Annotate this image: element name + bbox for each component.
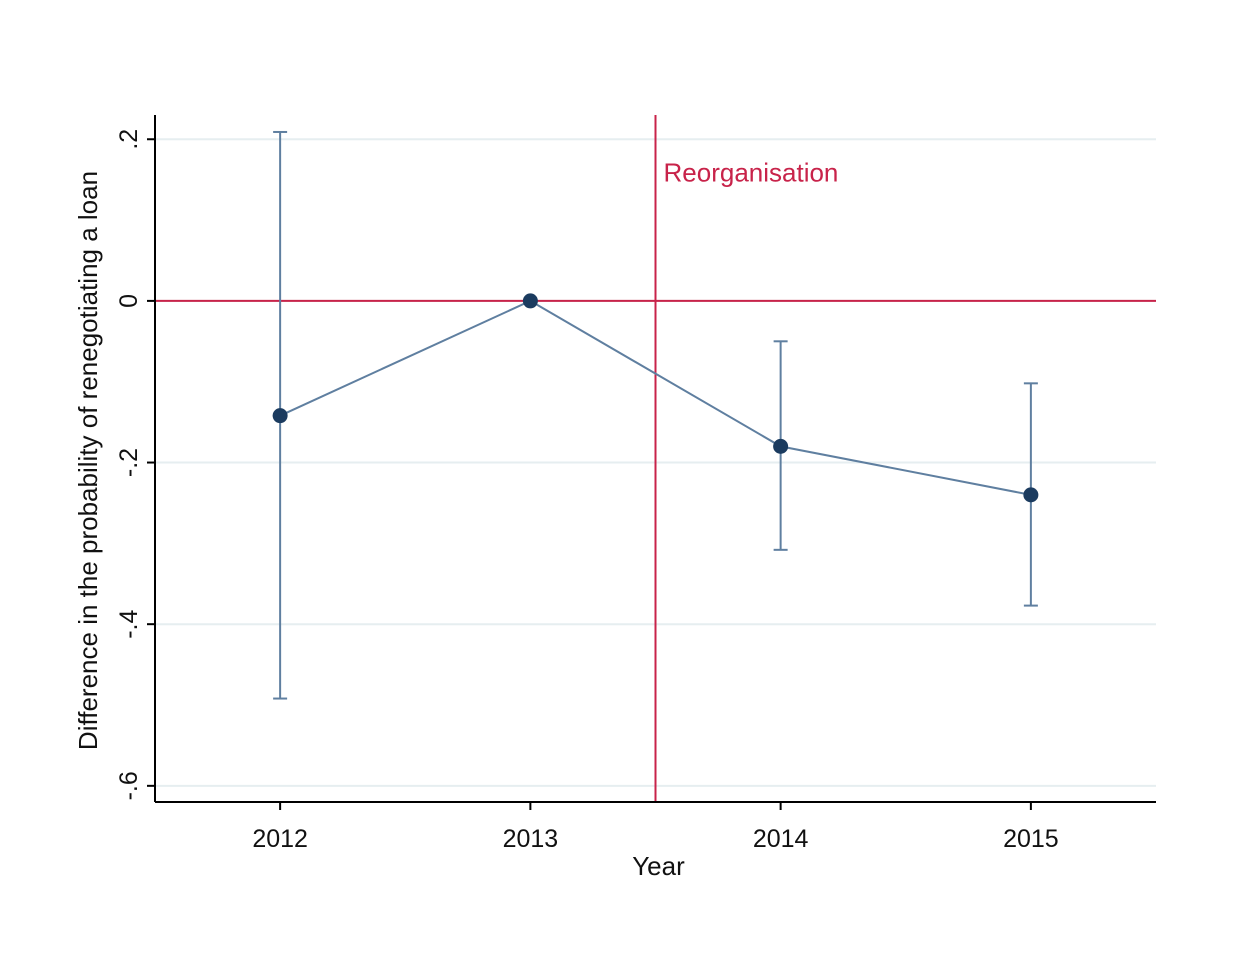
x-tick-label: 2014 [753, 825, 809, 853]
reorganisation-annotation: Reorganisation [664, 158, 839, 188]
x-tick-label: 2015 [1003, 825, 1059, 853]
data-point [773, 438, 789, 454]
axes [147, 115, 1156, 810]
data-point [522, 293, 538, 309]
data-series [272, 130, 1039, 700]
x-tick-label: 2013 [503, 825, 559, 853]
y-axis-title: Difference in the probability of renegot… [73, 171, 103, 750]
x-tick-label: 2012 [252, 825, 308, 853]
y-tick-label: -.6 [115, 771, 143, 800]
data-point [272, 408, 288, 424]
y-tick-label: .2 [115, 129, 143, 150]
y-tick-label: -.4 [115, 610, 143, 639]
data-point [1023, 487, 1039, 503]
x-axis-title: Year [632, 851, 685, 881]
y-tick-label: -.2 [115, 448, 143, 477]
reference-lines [155, 115, 1156, 802]
y-tick-label: 0 [115, 294, 143, 308]
series-line [279, 299, 1032, 496]
tick-labels: .2 0 -.2 -.4 -.6 2012 2013 2014 2015 [115, 129, 1059, 853]
